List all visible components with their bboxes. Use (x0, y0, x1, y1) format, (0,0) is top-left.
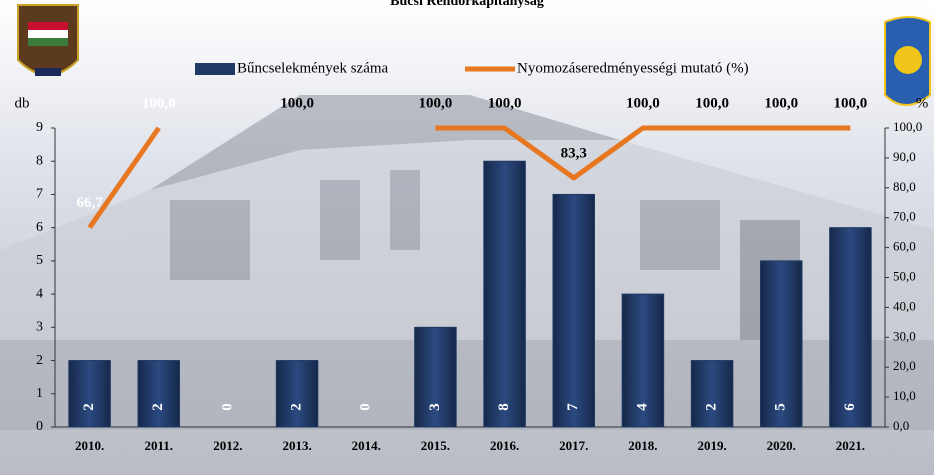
line-value-label: 100,0 (764, 95, 798, 111)
y-tick-label: 1 (36, 386, 43, 401)
y2-tick-label: 40,0 (893, 298, 916, 313)
x-tick-label: 2017. (559, 438, 588, 453)
bar-value-label: 5 (773, 403, 789, 411)
x-tick-label: 2018. (628, 438, 657, 453)
y-tick-label: 5 (36, 253, 43, 268)
line-value-label: 100,0 (834, 95, 868, 111)
y-axis-label: db (15, 95, 30, 111)
bar-value-label: 6 (842, 403, 858, 411)
line-value-label: 100,0 (142, 95, 176, 111)
legend-label: Bűncselekmények száma (237, 60, 389, 76)
y2-tick-label: 20,0 (893, 358, 916, 373)
x-tick-label: 2015. (421, 438, 450, 453)
x-tick-label: 2019. (697, 438, 726, 453)
logo-left (17, 4, 79, 76)
y2-tick-label: 70,0 (893, 209, 916, 224)
bar (760, 260, 803, 428)
bar-value-label: 8 (496, 403, 512, 411)
x-tick-label: 2021. (836, 438, 865, 453)
bar-value-label: 2 (150, 403, 166, 411)
y2-tick-label: 60,0 (893, 239, 916, 254)
y2-tick-label: 10,0 (893, 388, 916, 403)
y-tick-label: 4 (36, 286, 43, 301)
y-tick-label: 8 (36, 153, 43, 168)
y2-tick-label: 30,0 (893, 328, 916, 343)
x-tick-label: 2013. (282, 438, 311, 453)
bar-value-label: 3 (427, 403, 443, 411)
x-tick-label: 2011. (144, 438, 173, 453)
y2-axis-label: % (916, 95, 929, 111)
x-tick-label: 2014. (352, 438, 381, 453)
x-tick-label: 2016. (490, 438, 519, 453)
y2-tick-label: 100,0 (893, 119, 922, 134)
bar (829, 227, 872, 428)
bar (68, 360, 111, 428)
x-tick-label: 2010. (75, 438, 104, 453)
line-value-label: 100,0 (488, 95, 522, 111)
y2-tick-label: 0,0 (893, 418, 909, 433)
legend-swatch (195, 63, 235, 75)
x-tick-label: 2012. (213, 438, 242, 453)
x-tick-label: 2020. (767, 438, 796, 453)
legend-label: Nyomozáseredményességi mutató (%) (517, 60, 749, 76)
y2-tick-label: 80,0 (893, 179, 916, 194)
bar-value-label: 4 (634, 403, 650, 411)
line-value-label: 100,0 (626, 95, 660, 111)
bar (275, 360, 319, 428)
line-value-label: 66,7 (76, 195, 103, 211)
line-value-label: 100,0 (280, 95, 314, 111)
bar (690, 360, 734, 428)
bar (483, 160, 526, 428)
y-tick-label: 0 (36, 419, 43, 434)
line-series (87, 125, 851, 229)
y-tick-label: 7 (36, 187, 43, 202)
bar-value-label: 2 (704, 403, 720, 411)
logo-right (884, 16, 931, 106)
bar (621, 293, 665, 428)
chart-title: Bucsi Rendőrkapitányság (390, 0, 544, 9)
line-value-label: 100,0 (419, 95, 453, 111)
y2-tick-label: 50,0 (893, 268, 916, 283)
bar (137, 360, 180, 428)
bar-value-label: 0 (219, 403, 235, 411)
y-tick-label: 3 (36, 320, 43, 335)
y-tick-label: 2 (36, 353, 43, 368)
bar-value-label: 0 (358, 403, 374, 411)
y-tick-label: 6 (36, 220, 43, 235)
bar-value-label: 2 (289, 403, 305, 411)
bar (552, 193, 595, 428)
y-tick-label: 9 (36, 120, 43, 135)
bar-value-label: 2 (81, 403, 97, 411)
y2-tick-label: 90,0 (893, 149, 916, 164)
line-value-label: 100,0 (695, 95, 729, 111)
bar-value-label: 7 (565, 403, 581, 411)
line-value-label: 83,3 (561, 145, 587, 161)
bar (414, 326, 457, 428)
